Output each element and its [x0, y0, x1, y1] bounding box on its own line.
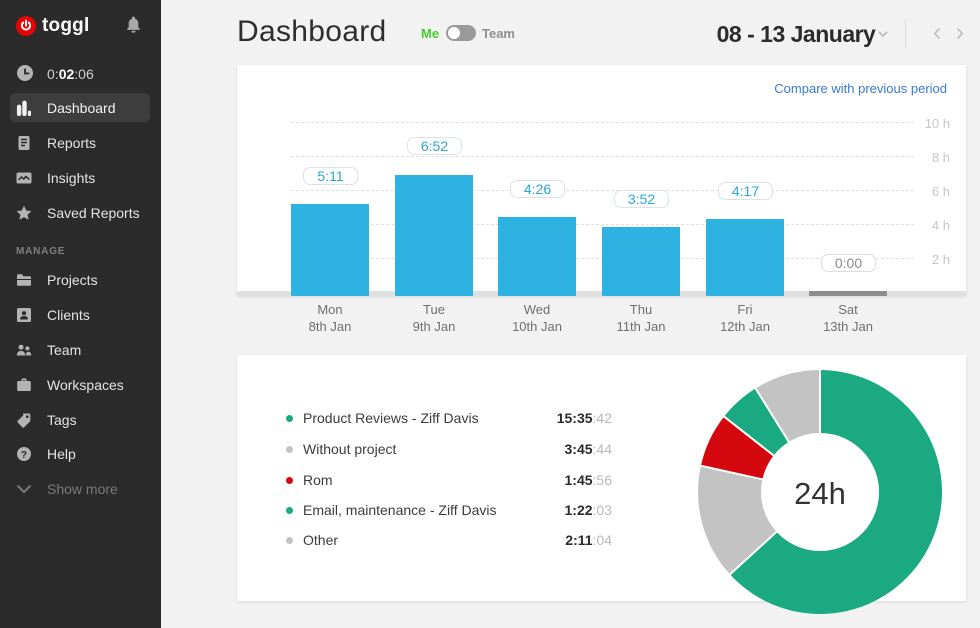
svg-text:?: ?: [21, 448, 27, 460]
